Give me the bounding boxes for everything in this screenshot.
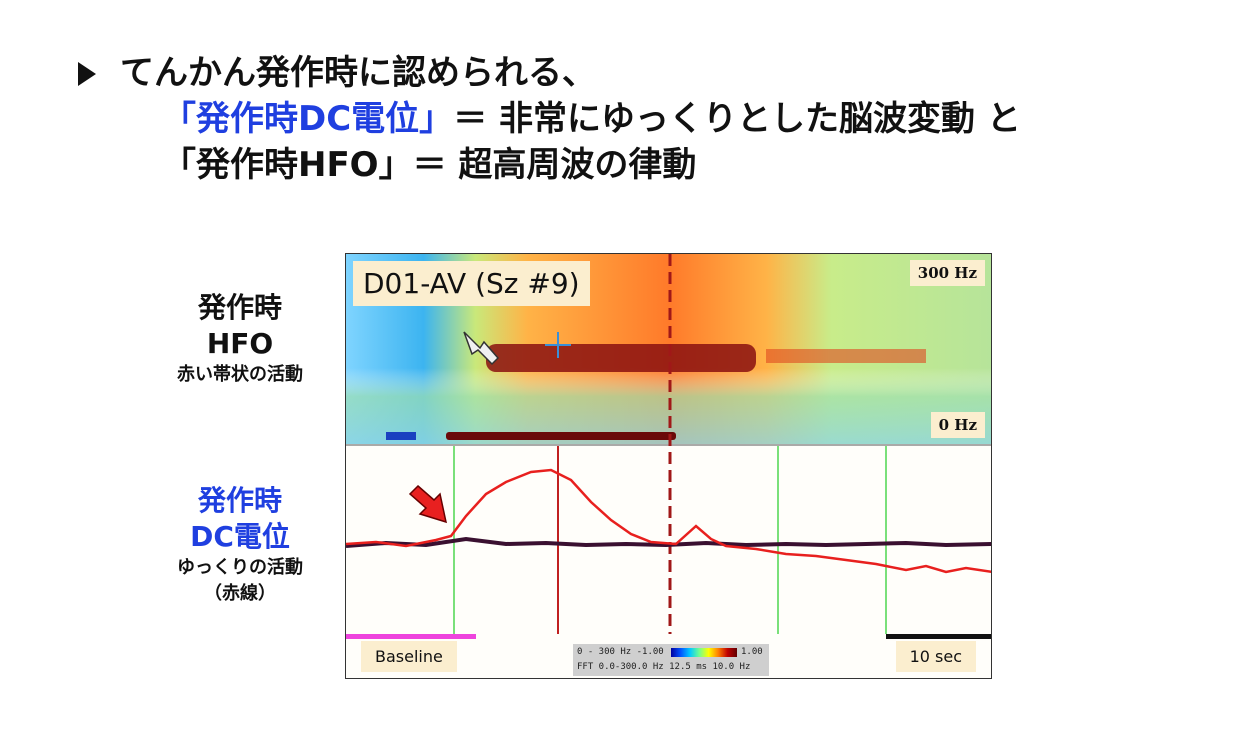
raw-eeg-trace <box>346 536 991 548</box>
heading-line-3: 「発作時HFO」＝ 超高周波の律動 <box>162 145 697 185</box>
dc-arrow-icon <box>408 484 448 524</box>
hfo-arrow-icon <box>463 331 500 366</box>
eeg-figure: D01-AV (Sz #9) 300 Hz 0 Hz Baseline 10 s… <box>345 253 992 679</box>
heading-line-1: てんかん発作時に認められる、 <box>78 50 1021 96</box>
slide-heading: てんかん発作時に認められる、 「発作時DC電位」＝ 非常にゆっくりとした脳波変動… <box>78 50 1021 188</box>
dc-label: 発作時 DC電位 ゆっくりの活動 （赤線） <box>177 484 303 604</box>
hfo-label: 発作時 HFO 赤い帯状の活動 <box>177 291 303 385</box>
dc-potential-term: 「発作時DC電位」 <box>162 99 454 139</box>
hfo-band <box>486 344 756 372</box>
figure-title: D01-AV (Sz #9) <box>353 261 590 306</box>
eeg-plot <box>346 254 991 639</box>
baseline-label: Baseline <box>361 641 457 672</box>
colorbar-gradient <box>671 648 737 657</box>
timescale-bar <box>886 634 991 639</box>
bullet-arrow-icon <box>78 62 96 86</box>
freq-top-label: 300 Hz <box>909 260 985 286</box>
colorbar: 0 - 300 Hz -1.00 1.00 FFT 0.0-300.0 Hz 1… <box>573 644 769 676</box>
baseline-bar <box>346 634 476 639</box>
heading-line-2: 「発作時DC電位」＝ 非常にゆっくりとした脳波変動 と <box>78 96 1021 142</box>
dc-potential-trace <box>346 468 991 574</box>
freq-bottom-label: 0 Hz <box>930 412 985 438</box>
timescale-label: 10 sec <box>895 641 976 672</box>
dc-potential-desc: ＝ 非常にゆっくりとした脳波変動 と <box>453 99 1021 139</box>
